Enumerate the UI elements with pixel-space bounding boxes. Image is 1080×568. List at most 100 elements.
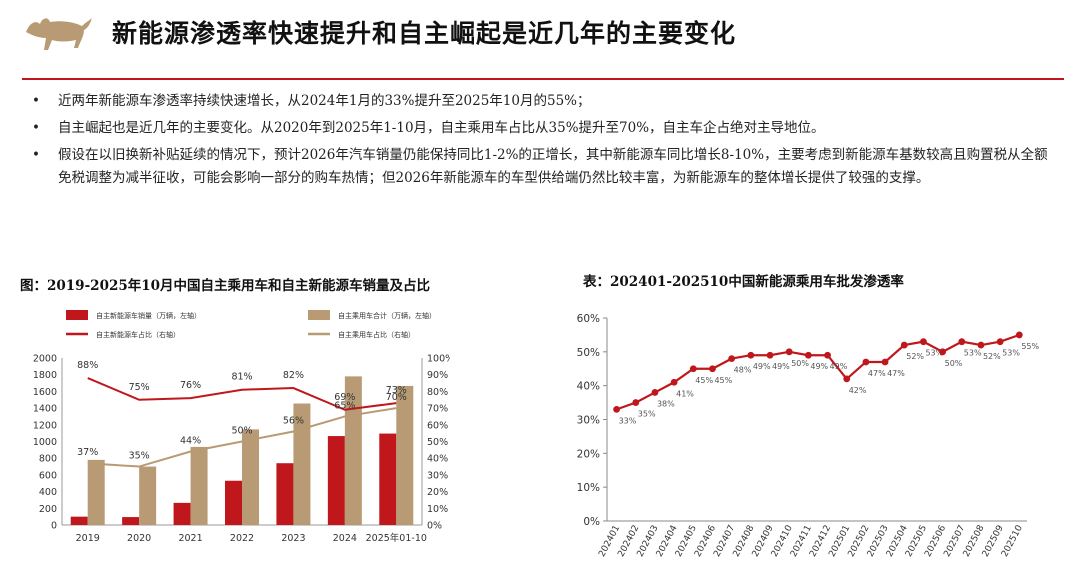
bar — [379, 433, 397, 525]
y-right-tick-label: 20% — [427, 487, 448, 498]
y-left-tick-label: 2000 — [33, 354, 57, 365]
data-point — [613, 405, 620, 413]
data-label: 37% — [77, 447, 98, 458]
data-label: 88% — [77, 360, 98, 371]
y-tick-label: 10% — [577, 482, 600, 494]
data-label: 53% — [1002, 349, 1020, 358]
data-point — [843, 375, 851, 383]
data-point — [920, 338, 927, 346]
data-label: 50% — [231, 426, 252, 437]
bar — [139, 466, 157, 525]
sales-share-chart: 自主新能源车销量（万辆，左轴） 自主乘用车合计（万辆，左轴） 自主新能源车占比（右轴… — [33, 310, 450, 544]
y-right-tick-label: 0% — [427, 521, 442, 532]
y-tick-label: 0% — [583, 516, 600, 528]
bar — [327, 436, 345, 525]
data-point — [689, 365, 697, 373]
bar — [173, 502, 191, 525]
data-label: 69% — [334, 392, 355, 403]
data-point — [862, 358, 870, 366]
legend-label: 自主新能源车占比（右轴） — [96, 330, 180, 339]
data-label: 53% — [964, 349, 982, 358]
data-label: 49% — [810, 362, 828, 371]
bullet-item: • 自主崛起也是近几年的主要变化。从2020年到2025年1-10月，自主乘用车占… — [28, 117, 1058, 140]
y-tick-label: 50% — [577, 347, 600, 359]
data-point — [1015, 331, 1023, 339]
data-label: 50% — [945, 359, 963, 368]
data-label: 35% — [638, 410, 656, 419]
bullet-text: 自主崛起也是近几年的主要变化。从2020年到2025年1-10月，自主乘用车占比… — [58, 120, 825, 136]
data-label: 65% — [334, 400, 355, 411]
data-point — [709, 365, 716, 373]
series-line — [616, 333, 1020, 411]
y-right-tick-label: 40% — [427, 454, 448, 465]
x-tick-label: 2019 — [76, 533, 100, 544]
page-title: 新能源渗透率快速提升和自主崛起是近几年的主要变化 — [112, 19, 737, 48]
data-point — [996, 338, 1004, 346]
data-point — [804, 351, 812, 359]
data-label: 35% — [129, 451, 150, 462]
y-left-tick-label: 1000 — [33, 437, 57, 448]
y-left-tick-label: 0 — [51, 521, 57, 532]
legend-swatch — [308, 310, 330, 320]
data-label: 48% — [734, 366, 752, 375]
x-tick-label: 2020 — [127, 533, 151, 544]
bullet-list: • 近两年新能源车渗透率持续快速增长，从2024年1月的33%提升至2025年10… — [28, 90, 1058, 194]
y-tick-label: 30% — [577, 415, 600, 427]
x-tick-label: 2025年01-10 — [366, 532, 427, 544]
bar — [190, 446, 208, 525]
data-point — [785, 348, 793, 356]
data-label: 42% — [849, 386, 867, 395]
data-label: 45% — [695, 376, 713, 385]
title-divider — [22, 78, 1064, 80]
bar — [87, 459, 105, 525]
data-label: 49% — [753, 362, 771, 371]
y-tick-label: 60% — [577, 313, 600, 325]
legend-label: 自主乘用车合计（万辆，左轴） — [338, 311, 436, 320]
data-label: 49% — [830, 362, 848, 371]
y-left-tick-label: 1200 — [33, 420, 57, 431]
x-tick-label: 2023 — [281, 533, 305, 544]
data-point — [939, 348, 947, 356]
data-point — [977, 341, 985, 349]
data-label: 55% — [1021, 342, 1039, 351]
bar — [396, 385, 414, 525]
data-label: 82% — [283, 370, 304, 381]
data-label: 56% — [283, 415, 304, 426]
y-left-tick-label: 1800 — [33, 370, 57, 381]
bullet-dot-icon: • — [32, 120, 40, 136]
data-label: 33% — [619, 416, 637, 425]
legend-label: 自主新能源车销量（万辆，左轴） — [96, 311, 201, 320]
data-label: 47% — [887, 369, 905, 378]
y-right-tick-label: 70% — [427, 404, 448, 415]
data-label: 47% — [868, 369, 886, 378]
y-left-tick-label: 1600 — [33, 387, 57, 398]
data-label: 50% — [791, 359, 809, 368]
data-point — [651, 389, 659, 396]
series-line — [87, 407, 397, 468]
data-label: 75% — [129, 382, 150, 393]
y-right-tick-label: 60% — [427, 420, 448, 431]
data-point — [958, 338, 966, 346]
bar — [122, 517, 140, 525]
legend-label: 自主乘用车占比（右轴） — [338, 330, 415, 339]
bar — [276, 463, 294, 525]
bar — [242, 429, 259, 525]
chart2-title: 表：202401-202510中国新能源乘用车批发渗透率 — [583, 274, 904, 290]
data-label: 49% — [772, 362, 790, 371]
bar — [225, 480, 242, 525]
y-right-tick-label: 10% — [427, 504, 448, 515]
data-label: 38% — [657, 399, 675, 408]
data-point — [632, 399, 640, 406]
data-label: 76% — [180, 380, 201, 391]
data-label: 41% — [676, 389, 694, 398]
y-left-tick-label: 1400 — [33, 404, 57, 415]
bull-logo-icon — [26, 18, 92, 50]
data-label: 44% — [180, 436, 201, 447]
data-point — [824, 351, 831, 359]
y-left-tick-label: 400 — [39, 487, 57, 498]
y-tick-label: 40% — [577, 381, 600, 393]
y-left-tick-label: 200 — [39, 504, 57, 515]
y-right-tick-label: 30% — [427, 470, 448, 481]
data-point — [900, 341, 908, 349]
data-label: 73% — [386, 385, 407, 396]
